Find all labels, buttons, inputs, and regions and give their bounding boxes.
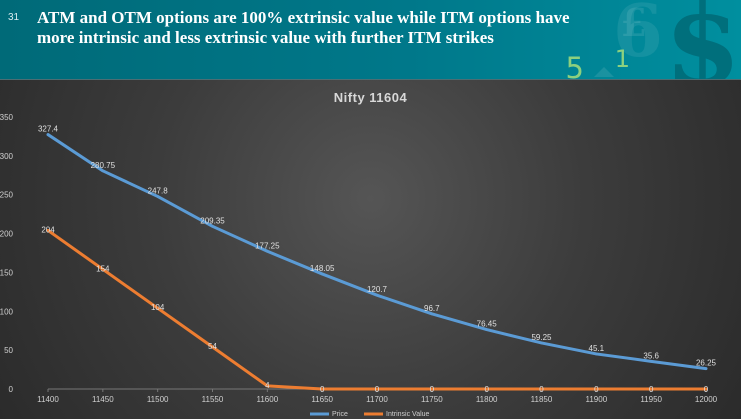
price-data-label: 120.7	[367, 285, 388, 294]
price-data-point	[211, 225, 214, 228]
price-data-label: 177.25	[255, 241, 280, 250]
x-tick-label: 11400	[37, 395, 59, 404]
intrinsic-value-data-label: 0	[320, 385, 325, 394]
intrinsic-value-data-label: 0	[430, 385, 435, 394]
chart-title: Nifty 11604	[333, 90, 408, 105]
x-tick-label: 11650	[311, 395, 333, 404]
intrinsic-value-data-point	[649, 387, 653, 391]
intrinsic-value-data-point	[430, 387, 434, 391]
x-tick-label: 12000	[695, 395, 718, 404]
decorative-six-icon: 6	[612, 0, 663, 73]
price-data-point	[485, 328, 488, 331]
price-data-point	[320, 272, 324, 276]
dollar-symbol-icon: $	[664, 0, 741, 80]
title-banner: 31 ATM and OTM options are 100% extrinsi…	[0, 0, 741, 80]
intrinsic-value-data-label: 0	[539, 385, 544, 394]
price-data-label: 247.8	[148, 186, 169, 195]
y-tick-label: 100	[0, 307, 14, 316]
intrinsic-value-data-label: 54	[208, 342, 217, 351]
intrinsic-value-data-label: 4	[265, 381, 270, 390]
intrinsic-value-data-label: 0	[484, 385, 489, 394]
intrinsic-value-data-point	[266, 384, 269, 388]
price-data-point	[375, 293, 379, 297]
intrinsic-value-data-label: 0	[649, 385, 654, 394]
price-data-label: 45.1	[589, 344, 605, 353]
slide-title: ATM and OTM options are 100% extrinsic v…	[37, 8, 570, 47]
price-data-label: 26.25	[696, 359, 717, 368]
price-data-label: 59.25	[531, 333, 552, 342]
legend: Price Intrinsic Value	[310, 411, 430, 418]
price-data-label: 148.05	[310, 264, 335, 273]
price-data-point	[649, 360, 653, 363]
x-tick-label: 11700	[366, 395, 388, 404]
x-tick-label: 11850	[531, 395, 553, 404]
price-data-label: 76.45	[477, 320, 498, 329]
legend-intrinsic-value-label: Intrinsic Value	[386, 411, 430, 418]
x-tick-label: 11450	[92, 395, 114, 404]
price-data-label: 96.7	[424, 304, 440, 313]
intrinsic-value-data-label: 204	[41, 225, 55, 234]
series-layer: 327.4 280.75 247.8 209.35 177.25 148.05 120.7 9…	[38, 125, 717, 394]
y-tick-label: 350	[0, 113, 14, 122]
price-data-point	[266, 249, 269, 253]
decorative-five-icon: 5	[565, 51, 584, 80]
price-data-point	[101, 169, 105, 173]
x-tick-label: 11750	[421, 395, 443, 404]
intrinsic-value-series-line	[46, 228, 708, 391]
intrinsic-value-data-point	[101, 268, 105, 271]
slide-number: 31	[8, 12, 20, 23]
pound-symbol-icon: £	[620, 0, 647, 45]
price-data-point	[46, 133, 50, 136]
price-data-point	[430, 312, 434, 316]
x-tick-label: 11550	[202, 395, 224, 404]
price-series-line	[46, 133, 708, 371]
chart-panel	[0, 80, 741, 419]
y-tick-label: 200	[0, 230, 14, 239]
x-tick-label: 11600	[257, 395, 279, 404]
x-tick-label: 11900	[586, 395, 608, 404]
y-axis: 0 50 100 150 200 250 300 350	[0, 113, 14, 394]
intrinsic-value-data-point	[595, 387, 598, 391]
intrinsic-value-data-label: 104	[151, 303, 165, 312]
intrinsic-value-data-point	[375, 387, 379, 391]
price-data-label: 35.6	[643, 351, 659, 360]
y-tick-label: 0	[9, 385, 14, 394]
intrinsic-value-data-point	[704, 387, 708, 391]
intrinsic-value-data-point	[320, 387, 324, 391]
decorative-one-icon: 1	[614, 45, 630, 73]
price-data-label: 327.4	[38, 125, 59, 134]
x-tick-label: 11950	[640, 395, 662, 404]
triangle-decoration-icon	[594, 67, 614, 77]
x-tick-label: 11800	[476, 395, 498, 404]
y-tick-label: 150	[0, 268, 14, 277]
price-data-label: 280.75	[91, 161, 116, 170]
intrinsic-value-data-point	[540, 387, 543, 391]
intrinsic-value-data-point	[46, 229, 50, 232]
intrinsic-value-data-label: 154	[96, 264, 110, 273]
intrinsic-value-data-point	[156, 306, 159, 310]
intrinsic-value-data-point	[211, 345, 214, 349]
intrinsic-value-data-label: 0	[375, 385, 380, 394]
intrinsic-value-data-label: 0	[594, 385, 599, 394]
intrinsic-value-data-point	[485, 387, 488, 391]
y-tick-label: 50	[4, 346, 13, 355]
price-data-point	[156, 195, 159, 198]
intrinsic-value-data-label: 0	[704, 385, 709, 394]
price-data-point	[595, 352, 598, 356]
price-data-point	[704, 367, 708, 370]
x-tick-label: 11500	[147, 395, 169, 404]
price-data-label: 209.35	[200, 216, 225, 225]
y-tick-label: 250	[0, 191, 14, 200]
price-data-point	[540, 341, 543, 345]
legend-price-label: Price	[332, 411, 348, 418]
y-tick-label: 300	[0, 152, 14, 161]
